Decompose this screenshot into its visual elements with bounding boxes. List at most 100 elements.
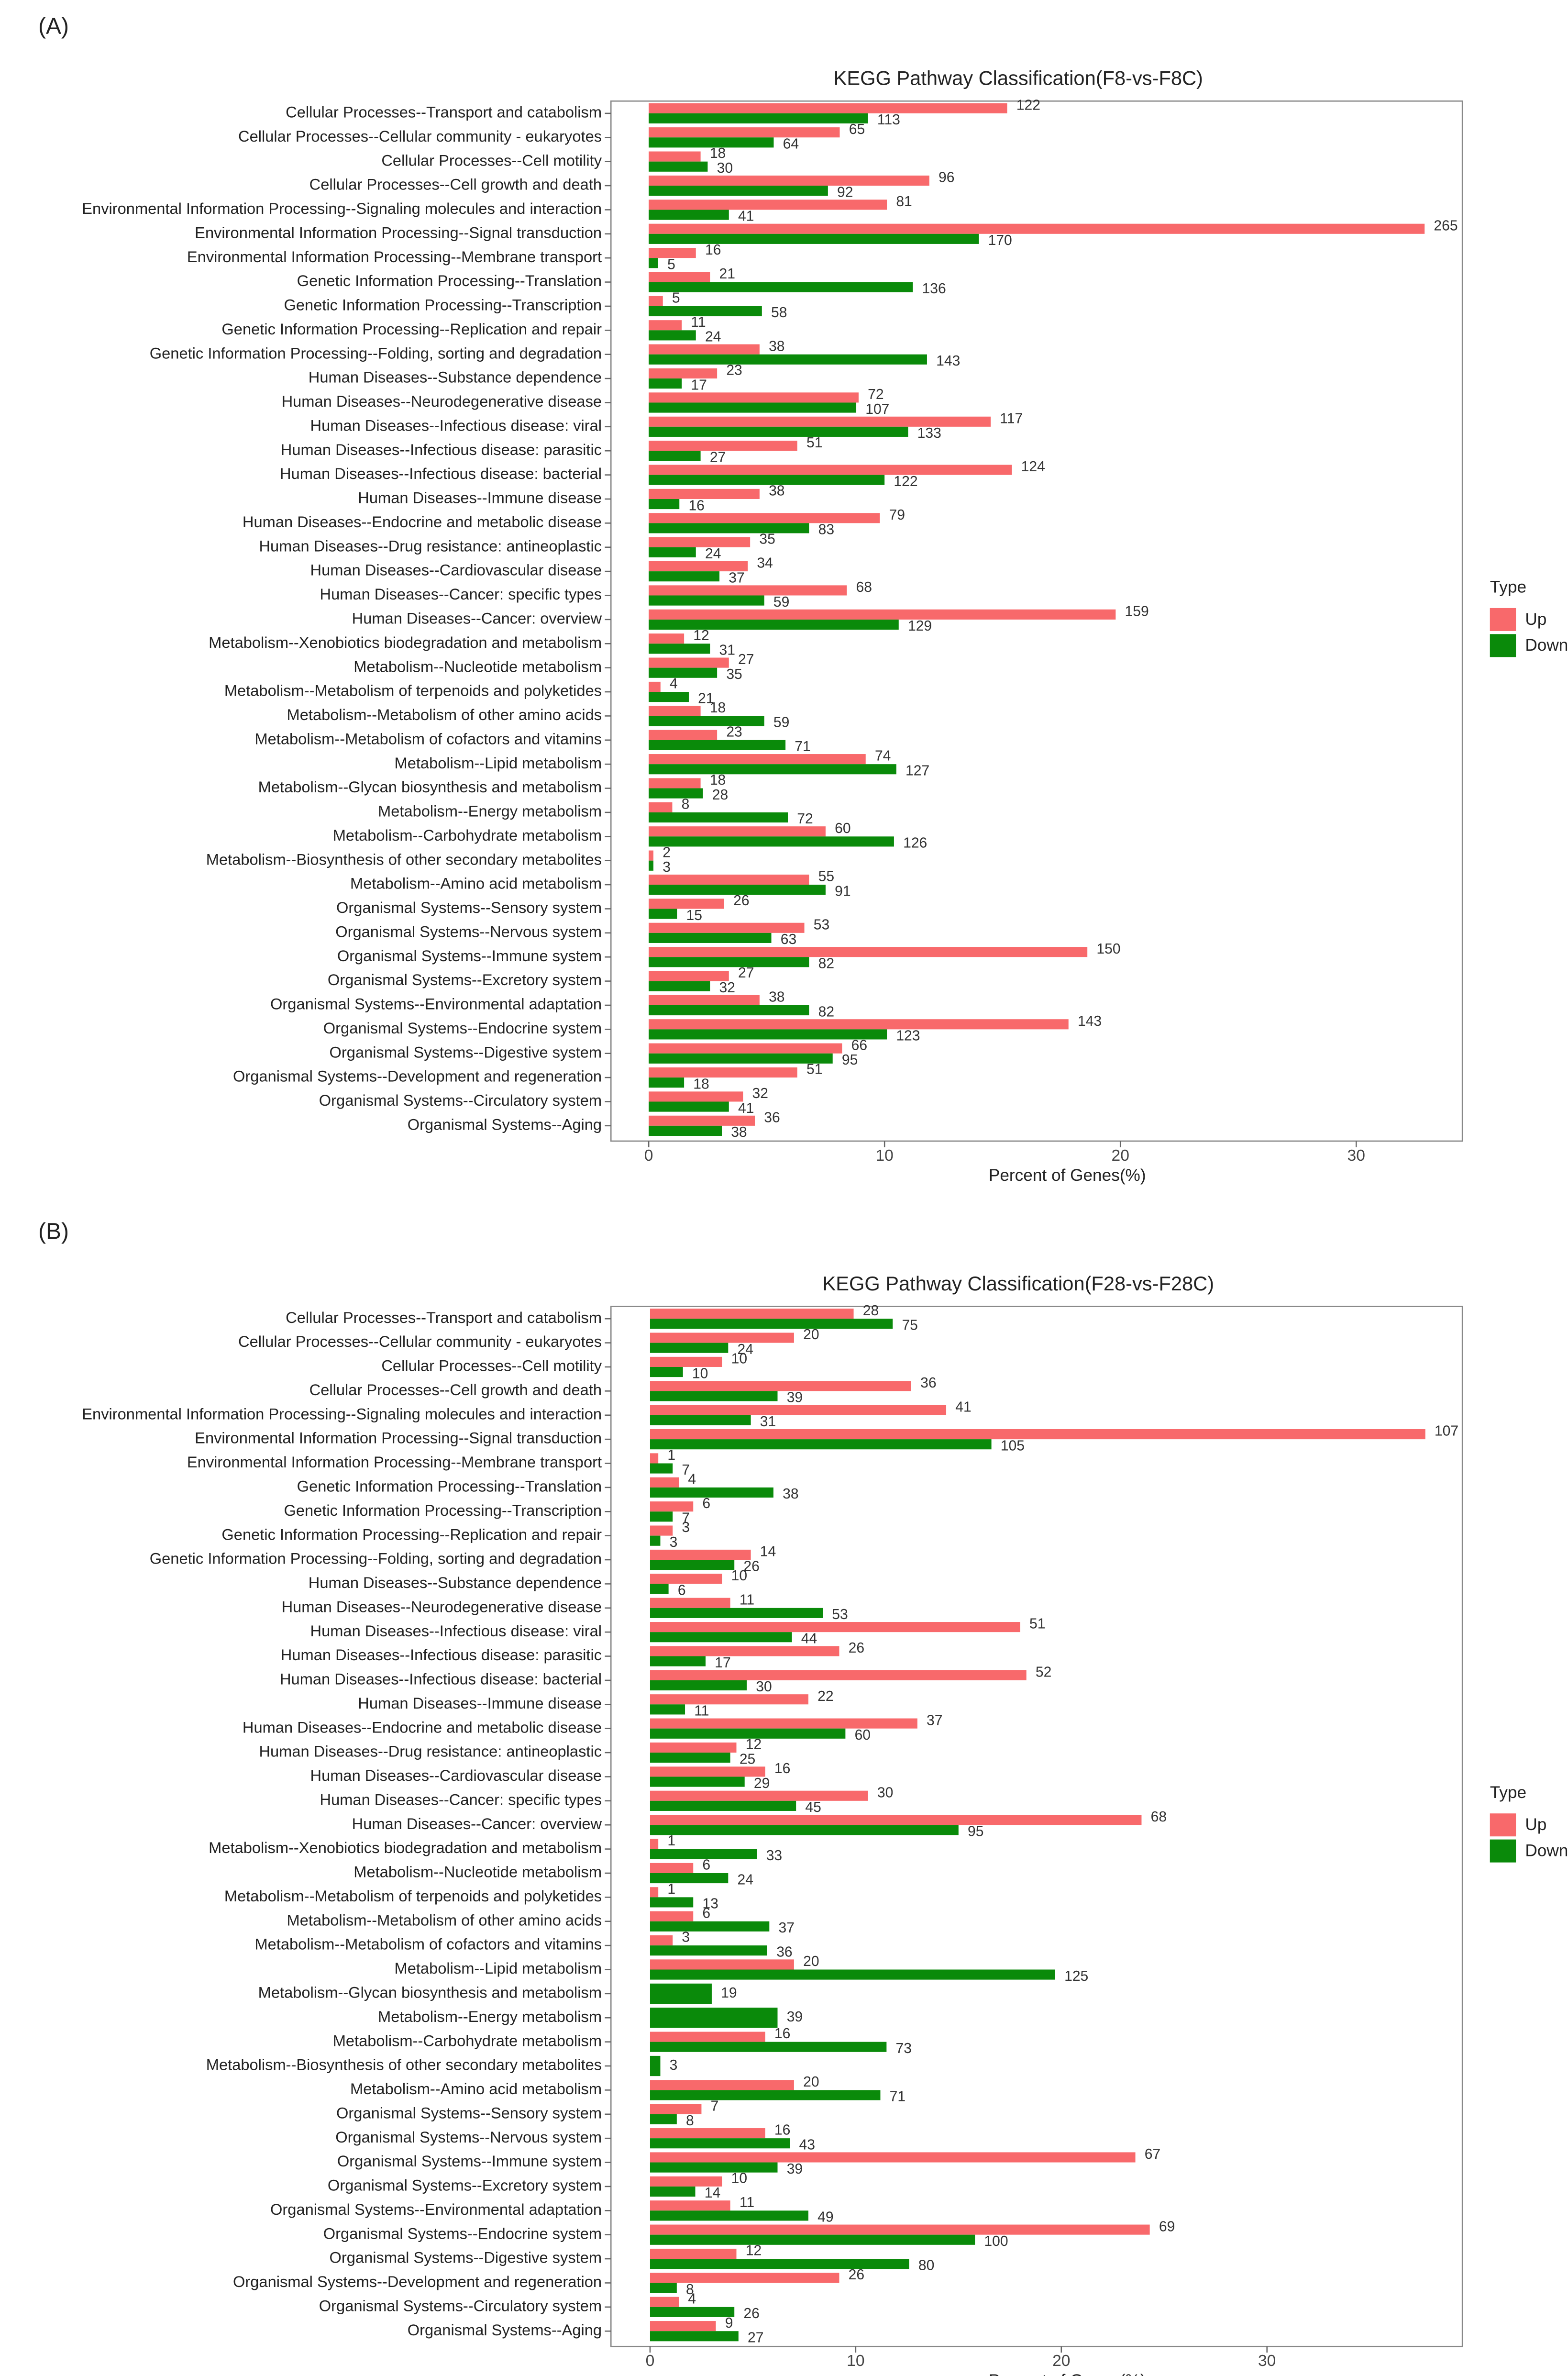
bar-count-label: 4 <box>670 676 678 692</box>
bar <box>649 995 760 1005</box>
x-tick-label: 20 <box>1052 2352 1070 2370</box>
bar <box>649 1115 755 1126</box>
bar <box>650 1694 808 1705</box>
x-axis-title: Percent of Genes(%) <box>989 1166 1146 1185</box>
bar-count-label: 96 <box>939 170 954 186</box>
bar-count-label: 117 <box>1000 411 1023 426</box>
bar <box>649 802 673 812</box>
bar-count-label: 3 <box>682 1930 690 1945</box>
bar <box>650 1728 846 1739</box>
bar <box>649 1091 743 1102</box>
bar-count-label: 150 <box>1096 941 1120 957</box>
bar-count-label: 8 <box>686 2113 694 2129</box>
y-tick-label: Metabolism--Carbohydrate metabolism <box>333 2032 602 2049</box>
y-tick-label: Human Diseases--Substance dependence <box>309 368 602 386</box>
bar-count-label: 41 <box>955 1399 971 1415</box>
bar <box>649 778 701 788</box>
bar <box>650 2321 716 2332</box>
y-tick-label: Organismal Systems--Endocrine system <box>323 1019 602 1037</box>
bar <box>649 378 682 389</box>
y-tick-label: Human Diseases--Substance dependence <box>309 1574 602 1591</box>
bar <box>650 1646 839 1656</box>
bar <box>649 103 1007 113</box>
bar-count-label: 27 <box>748 2330 763 2346</box>
y-tick-label: Organismal Systems--Aging <box>408 1115 602 1133</box>
bar <box>649 1053 833 1064</box>
bar-count-label: 5 <box>672 290 680 306</box>
legend-swatch <box>1490 634 1516 657</box>
bar-count-label: 19 <box>721 1985 737 2001</box>
bar-count-label: 30 <box>877 1785 893 1800</box>
bar-count-label: 52 <box>1036 1665 1051 1680</box>
bar <box>650 1366 683 1377</box>
bar-count-label: 36 <box>776 1944 792 1960</box>
bar <box>650 1825 959 1835</box>
bar-count-label: 39 <box>787 2161 803 2177</box>
bar-count-label: 15 <box>686 908 702 923</box>
bar-count-label: 11 <box>740 1592 754 1608</box>
bar-count-label: 26 <box>743 2306 759 2321</box>
bar-count-label: 72 <box>868 387 883 402</box>
y-tick-label: Organismal Systems--Development and rege… <box>233 2273 602 2290</box>
bar-count-label: 100 <box>984 2233 1008 2249</box>
bar <box>649 899 724 909</box>
y-tick-label: Organismal Systems--Excretory system <box>328 2176 602 2194</box>
bar <box>649 306 762 317</box>
bar <box>649 547 696 557</box>
bar-count-label: 38 <box>769 989 784 1005</box>
bar-count-label: 41 <box>738 1100 754 1116</box>
chart-title: KEGG Pathway Classification(F28-vs-F28C) <box>822 1272 1214 1295</box>
bar-count-label: 3 <box>670 1534 678 1550</box>
y-tick-label: Genetic Information Processing--Folding,… <box>150 344 602 362</box>
bar-count-label: 51 <box>806 1062 822 1077</box>
bar-count-label: 16 <box>688 498 704 513</box>
bar <box>650 1815 1142 1825</box>
bar-count-label: 3 <box>663 859 671 875</box>
panel-label: (A) <box>38 13 69 39</box>
bar-count-label: 63 <box>781 932 796 947</box>
bar <box>649 175 929 186</box>
bar <box>649 947 1088 957</box>
bar <box>650 1969 1055 1980</box>
y-tick-label: Human Diseases--Neurodegenerative diseas… <box>282 1598 602 1615</box>
y-tick-label: Human Diseases--Cancer: overview <box>352 1815 602 1832</box>
y-tick-label: Cellular Processes--Cell growth and deat… <box>309 176 602 193</box>
x-tick-label: 30 <box>1258 2352 1276 2370</box>
bar <box>649 1101 729 1112</box>
y-tick-label: Organismal Systems--Digestive system <box>330 1043 602 1061</box>
bar-count-label: 65 <box>849 122 865 137</box>
bar <box>649 330 696 341</box>
x-axis-title: Percent of Genes(%) <box>989 2371 1146 2376</box>
bar-count-label: 27 <box>710 450 726 466</box>
y-tick-label: Genetic Information Processing--Translat… <box>297 272 602 289</box>
bar-count-label: 39 <box>787 1390 803 1406</box>
bar <box>650 1429 1425 1440</box>
bar <box>650 1632 792 1643</box>
bar <box>650 1463 673 1474</box>
bar <box>649 716 764 726</box>
y-tick-label: Organismal Systems--Circulatory system <box>319 2297 602 2314</box>
bar <box>650 2259 909 2269</box>
bar-count-label: 36 <box>764 1110 780 1125</box>
bar <box>649 657 729 668</box>
bar <box>650 1598 730 1608</box>
bar <box>650 1622 1020 1632</box>
y-tick-label: Metabolism--Energy metabolism <box>378 802 602 820</box>
bar-count-label: 64 <box>783 136 799 152</box>
bar-count-label: 29 <box>754 1776 770 1791</box>
bar-count-label: 126 <box>903 835 927 851</box>
y-tick-label: Metabolism--Xenobiotics biodegradation a… <box>209 633 602 651</box>
y-tick-label: Organismal Systems--Nervous system <box>335 922 602 940</box>
bar-count-label: 28 <box>712 787 728 803</box>
bar-count-label: 24 <box>705 329 721 345</box>
bar-count-label: 34 <box>757 555 773 571</box>
panel-label: (B) <box>38 1219 69 1244</box>
bar <box>649 151 701 162</box>
plot-panel <box>610 1306 1463 2347</box>
y-tick-label: Organismal Systems--Immune system <box>337 2152 602 2170</box>
bar <box>650 1511 673 1522</box>
bar <box>649 499 680 510</box>
bar <box>649 571 720 582</box>
bar <box>649 392 859 403</box>
y-tick-label: Metabolism--Glycan biosynthesis and meta… <box>258 778 602 796</box>
